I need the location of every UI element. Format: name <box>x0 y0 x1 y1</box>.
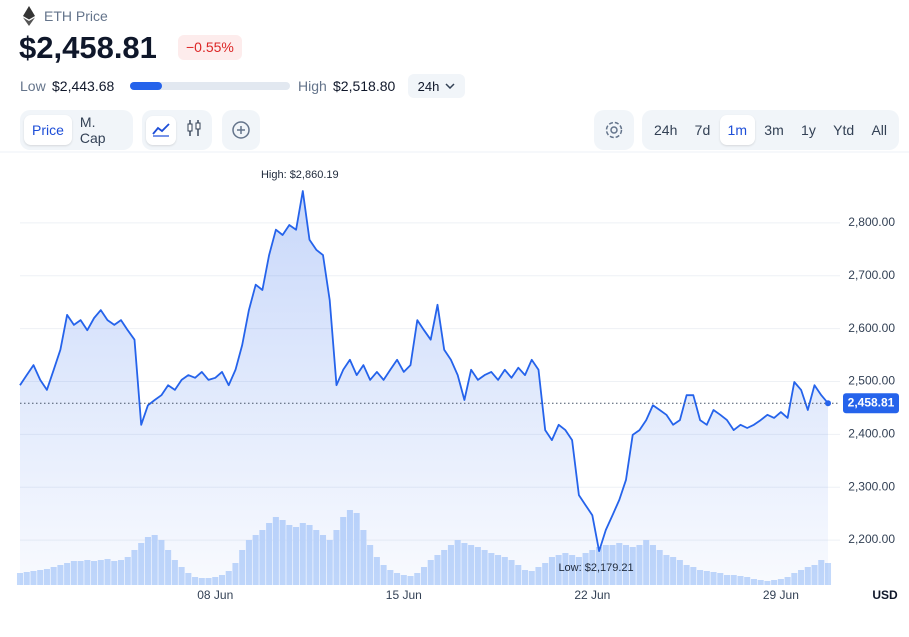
change-badge: −0.55% <box>178 35 242 60</box>
range-toggle: 24h 7d 1m 3m 1y Ytd All <box>642 110 899 150</box>
x-tick-label: 15 Jun <box>386 588 422 602</box>
high-label: High <box>298 78 327 94</box>
range-button[interactable]: Ytd <box>833 122 855 138</box>
range-button[interactable]: 7d <box>694 122 711 138</box>
range-fill <box>130 82 162 90</box>
candle-style-button[interactable] <box>182 114 206 147</box>
range-button[interactable]: All <box>871 122 887 138</box>
price-line <box>19 190 829 552</box>
chevron <box>445 83 455 89</box>
range-button[interactable]: 3m <box>764 122 784 138</box>
y-tick-label: 2,300.00 <box>848 479 895 493</box>
y-tick-label: 2,800.00 <box>848 215 895 229</box>
low-value: $2,443.68 <box>52 78 115 94</box>
x-tick-label: 22 Jun <box>574 588 610 602</box>
add-button[interactable] <box>222 110 260 150</box>
range-button[interactable]: 1m <box>719 115 755 145</box>
period-select[interactable]: 24h <box>408 74 465 98</box>
low-label: Low <box>20 78 46 94</box>
y-axis-label: USD <box>872 588 898 602</box>
period: 24h <box>417 78 440 94</box>
range-bar <box>130 82 290 90</box>
view-toggle: Price M. Cap <box>20 110 133 150</box>
current-point <box>825 400 831 407</box>
low-annotation: Low: $2,179.21 <box>558 562 633 574</box>
price: $2,458.81 <box>19 30 157 65</box>
x-tick-label: 29 Jun <box>763 588 799 602</box>
y-tick-label: 2,500.00 <box>848 374 895 388</box>
high-annotation: High: $2,860.19 <box>261 169 339 181</box>
title: ETH Price <box>44 8 108 24</box>
range-button[interactable]: 1y <box>801 122 816 138</box>
view-button[interactable]: Price <box>24 115 72 145</box>
y-tick-label: 2,700.00 <box>848 268 895 282</box>
line-style-button[interactable] <box>146 115 176 145</box>
price-area <box>20 191 828 585</box>
chart: USD 2,200.00 2,300.00 2,400.00 2,500.00 2,60… <box>0 151 909 602</box>
price-tag: 2,458.81 <box>848 395 895 409</box>
high-value: $2,518.80 <box>333 78 396 94</box>
eth-icon <box>23 6 35 26</box>
settings-button[interactable] <box>594 110 634 150</box>
range-button[interactable]: 24h <box>654 122 678 138</box>
y-tick-label: 2,400.00 <box>848 427 895 441</box>
y-tick-label: 2,200.00 <box>848 532 895 546</box>
price-tag-bg <box>843 393 899 414</box>
chart-style <box>142 110 212 150</box>
y-tick-label: 2,600.00 <box>848 321 895 335</box>
x-tick-label: 08 Jun <box>197 588 233 602</box>
view-button[interactable]: M. Cap <box>79 114 106 146</box>
